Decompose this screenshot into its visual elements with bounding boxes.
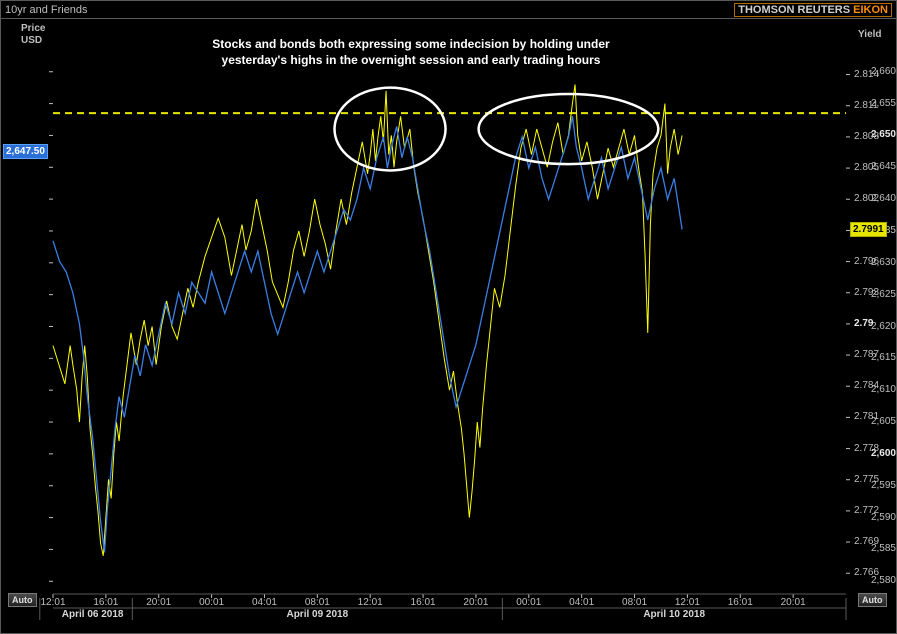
price-current-tag: 2,647.50 bbox=[3, 144, 48, 159]
yield-current-tag: 2.7991 bbox=[850, 222, 887, 237]
auto-button-right[interactable]: Auto bbox=[858, 593, 887, 607]
chart-annotation: Stocks and bonds both expressing some in… bbox=[141, 37, 681, 68]
x-tick-label: 12:01 bbox=[358, 597, 383, 608]
right-tick-label: 2.805 bbox=[854, 162, 879, 173]
brand-badge: THOMSON REUTERS EIKON bbox=[734, 3, 892, 17]
x-tick-label: 00:01 bbox=[199, 597, 224, 608]
auto-button-left[interactable]: Auto bbox=[8, 593, 37, 607]
chart-svg bbox=[1, 19, 896, 633]
x-tick-label: 12:01 bbox=[40, 597, 65, 608]
x-tick-label: 20:01 bbox=[781, 597, 806, 608]
x-tick-label: 20:01 bbox=[463, 597, 488, 608]
plot-area[interactable]: PriceUSDYield2,6602,6552,6502,6452,6402,… bbox=[1, 19, 896, 633]
brand-text-2: EIKON bbox=[853, 4, 888, 16]
right-axis-title: Yield bbox=[858, 29, 882, 41]
x-tick-label: 20:01 bbox=[146, 597, 171, 608]
x-tick-label: 04:01 bbox=[252, 597, 277, 608]
right-tick-label: 2.814 bbox=[854, 69, 879, 80]
right-tick-label: 2.802 bbox=[854, 193, 879, 204]
x-tick-label: 08:01 bbox=[622, 597, 647, 608]
chart-frame: 10yr and Friends THOMSON REUTERS EIKON P… bbox=[0, 0, 897, 634]
right-tick-label: 2.766 bbox=[854, 567, 879, 578]
x-tick-label: 00:01 bbox=[516, 597, 541, 608]
right-tick-label: 2.808 bbox=[854, 131, 879, 142]
chart-title: 10yr and Friends bbox=[5, 4, 88, 16]
brand-text-1: THOMSON REUTERS bbox=[738, 4, 853, 16]
right-tick-label: 2.793 bbox=[854, 287, 879, 298]
right-tick-label: 2.787 bbox=[854, 349, 879, 360]
right-tick-label: 2.769 bbox=[854, 536, 879, 547]
right-tick-label: 2.784 bbox=[854, 380, 879, 391]
x-tick-label: 16:01 bbox=[93, 597, 118, 608]
x-date-label: April 06 2018 bbox=[62, 609, 124, 620]
x-tick-label: 16:01 bbox=[728, 597, 753, 608]
x-tick-label: 16:01 bbox=[411, 597, 436, 608]
x-tick-label: 12:01 bbox=[675, 597, 700, 608]
x-tick-label: 08:01 bbox=[305, 597, 330, 608]
right-tick-label: 2.781 bbox=[854, 411, 879, 422]
right-tick-label: 2.811 bbox=[854, 100, 878, 111]
right-tick-label: 2.79 bbox=[854, 318, 873, 329]
x-tick-label: 04:01 bbox=[569, 597, 594, 608]
right-tick-label: 2.796 bbox=[854, 256, 879, 267]
right-tick-label: 2.772 bbox=[854, 505, 879, 516]
left-axis-title: PriceUSD bbox=[21, 23, 45, 47]
x-date-label: April 09 2018 bbox=[286, 609, 348, 620]
right-tick-label: 2.775 bbox=[854, 474, 879, 485]
title-bar: 10yr and Friends THOMSON REUTERS EIKON bbox=[1, 1, 896, 19]
x-date-label: April 10 2018 bbox=[643, 609, 705, 620]
right-tick-label: 2.778 bbox=[854, 443, 879, 454]
